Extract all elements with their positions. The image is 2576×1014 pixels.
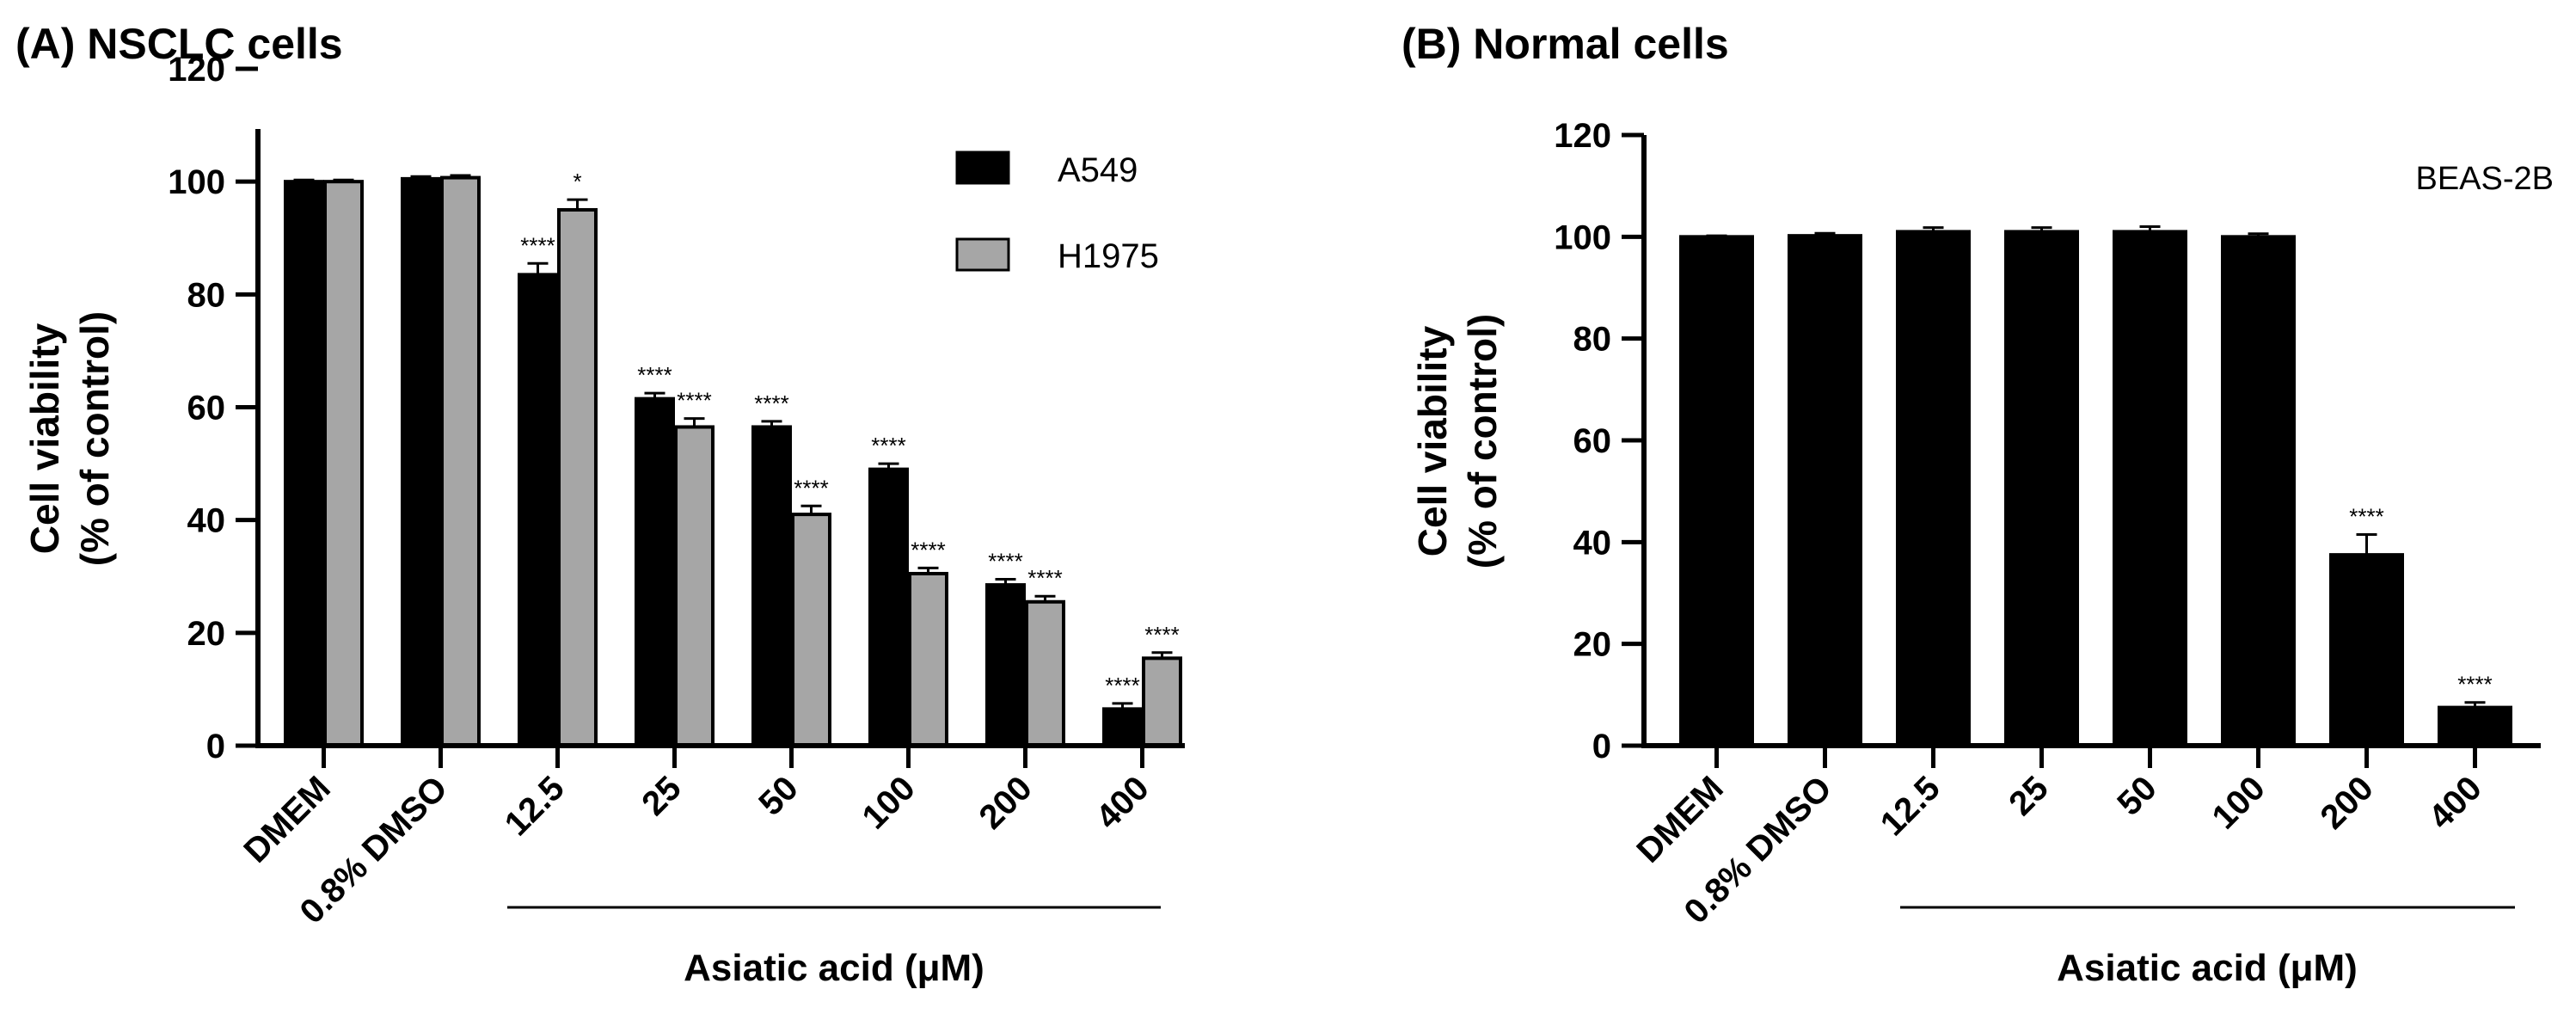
x-tick-label: 400 — [2422, 769, 2489, 836]
panel-b-cell-line-label: BEAS-2B — [2415, 161, 2554, 197]
significance-label: **** — [1144, 622, 1179, 648]
bar-h1975-6 — [1025, 599, 1065, 748]
bar-a549-2 — [518, 273, 558, 748]
bar-beas-2b-3 — [2004, 230, 2079, 747]
y-tick-label: 0 — [206, 728, 225, 765]
panel-b-ylabel-line2: (% of control) — [1460, 314, 1505, 568]
panel-a-ylabel-line2: (% of control) — [72, 311, 117, 566]
bar-beas-2b-1 — [1788, 234, 1862, 747]
bar-beas-2b-0 — [1679, 235, 1754, 748]
panel-b-y-ticks: 0 20 40 60 80 100 120 — [1554, 117, 1644, 765]
x-tick-label: 400 — [1089, 769, 1156, 836]
bar-h1975-2 — [557, 207, 598, 748]
significance-label: **** — [1027, 565, 1062, 591]
panel-b-error-bars — [1706, 225, 2486, 708]
x-tick-label: DMEM — [1629, 769, 1731, 870]
bar-a549-4 — [751, 425, 792, 747]
bar-beas-2b-5 — [2221, 235, 2296, 748]
y-tick-label: 80 — [187, 276, 226, 314]
bar-h1975-7 — [1142, 656, 1182, 747]
panel-a-error-bars — [293, 174, 1173, 710]
panel-b: (B) Normal cells Cell viability (% of co… — [1401, 20, 2554, 989]
bar-beas-2b-2 — [1896, 230, 1971, 747]
y-tick-label: 20 — [187, 615, 226, 653]
x-tick-label: 25 — [2002, 769, 2056, 823]
legend-label-h1975: H1975 — [1058, 237, 1159, 275]
significance-label: **** — [677, 388, 711, 414]
y-tick-label: 60 — [187, 390, 226, 427]
bar-a549-5 — [868, 467, 909, 747]
x-tick-label: 200 — [972, 769, 1040, 836]
significance-label: **** — [871, 433, 905, 458]
y-tick-label: 120 — [1554, 117, 1611, 155]
x-tick-label: 100 — [856, 769, 923, 836]
bar-h1975-3 — [674, 425, 715, 747]
x-tick-label: 50 — [2110, 769, 2164, 823]
bar-a549-6 — [985, 583, 1026, 748]
bar-a549-0 — [284, 180, 324, 747]
legend-swatch-a549 — [955, 151, 1010, 185]
panel-b-group-label: Asiatic acid (μM) — [2057, 947, 2358, 989]
x-tick-label: 25 — [635, 769, 689, 823]
bar-a549-7 — [1102, 707, 1143, 748]
significance-label: **** — [911, 537, 945, 562]
panel-a-y-ticks: 0 20 40 60 80 100 120 — [168, 51, 258, 765]
y-tick-label: 40 — [187, 502, 226, 540]
bar-a549-1 — [401, 176, 441, 747]
y-tick-label: 80 — [1573, 321, 1612, 359]
panel-a-legend: A549 H1975 — [955, 151, 1159, 275]
significance-label: * — [573, 169, 581, 194]
significance-label: **** — [754, 390, 788, 416]
panel-b-bars — [1679, 230, 2512, 748]
panel-a-title: (A) NSCLC cells — [15, 20, 343, 68]
x-tick-label: 200 — [2314, 769, 2381, 836]
bar-h1975-5 — [908, 571, 948, 747]
y-tick-label: 40 — [1573, 524, 1612, 562]
significance-label: **** — [794, 475, 828, 501]
panel-a-group-label: Asiatic acid (μM) — [684, 947, 984, 989]
significance-label: **** — [520, 232, 555, 258]
panel-a-bars — [284, 175, 1182, 748]
significance-label: **** — [1105, 673, 1139, 698]
bar-h1975-4 — [791, 513, 831, 747]
bar-h1975-1 — [440, 175, 481, 748]
bar-beas-2b-6 — [2329, 553, 2404, 747]
bar-a549-3 — [635, 396, 675, 747]
x-tick-label: 100 — [2205, 769, 2272, 836]
y-tick-label: 100 — [168, 163, 225, 201]
legend-label-a549: A549 — [1058, 151, 1138, 189]
panel-a-significance: ****************************************… — [520, 169, 1179, 698]
legend-swatch-h1975 — [955, 237, 1010, 272]
x-tick-label: 12.5 — [1874, 769, 1947, 843]
x-tick-label: 50 — [751, 769, 806, 823]
bar-h1975-0 — [323, 180, 364, 747]
bar-beas-2b-4 — [2113, 230, 2187, 747]
y-tick-label: 20 — [1573, 626, 1612, 664]
x-tick-label: DMEM — [236, 769, 338, 870]
y-tick-label: 0 — [1592, 728, 1611, 765]
panel-a-ylabel-line1: Cell viability — [22, 323, 67, 554]
significance-label: **** — [2349, 503, 2383, 529]
panel-b-title: (B) Normal cells — [1401, 20, 1729, 68]
panel-b-significance: **** **** — [2349, 503, 2492, 697]
significance-label: **** — [637, 362, 672, 388]
y-tick-label: 60 — [1573, 422, 1612, 460]
bar-beas-2b-7 — [2438, 705, 2512, 747]
x-tick-label: 12.5 — [498, 769, 572, 843]
panel-a: (A) NSCLC cells Cell viability (% of con… — [15, 20, 1185, 989]
y-tick-label: 100 — [1554, 218, 1611, 256]
y-tick-label: 120 — [168, 51, 225, 89]
significance-label: **** — [988, 549, 1022, 575]
significance-label: **** — [2457, 672, 2492, 698]
panel-b-ylabel-line1: Cell viability — [1410, 325, 1455, 556]
